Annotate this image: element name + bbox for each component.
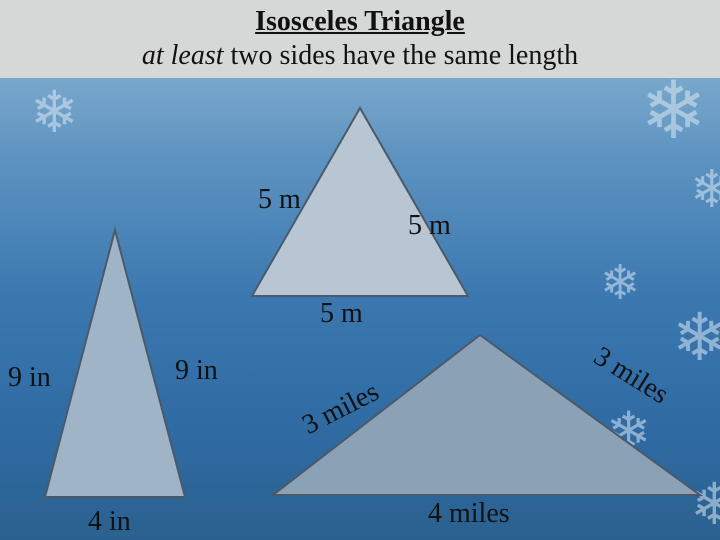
triangle-left-base-label: 4 in — [88, 506, 131, 538]
triangle-left-left-label: 9 in — [8, 362, 51, 394]
triangle-top-left-label: 5 m — [258, 184, 301, 216]
triangle-right — [0, 0, 720, 540]
triangle-top-right-label: 5 m — [408, 210, 451, 242]
triangle-top-base-label: 5 m — [320, 298, 363, 330]
triangle-left-right-label: 9 in — [175, 355, 218, 387]
triangle-right-base-label: 4 miles — [428, 498, 510, 530]
